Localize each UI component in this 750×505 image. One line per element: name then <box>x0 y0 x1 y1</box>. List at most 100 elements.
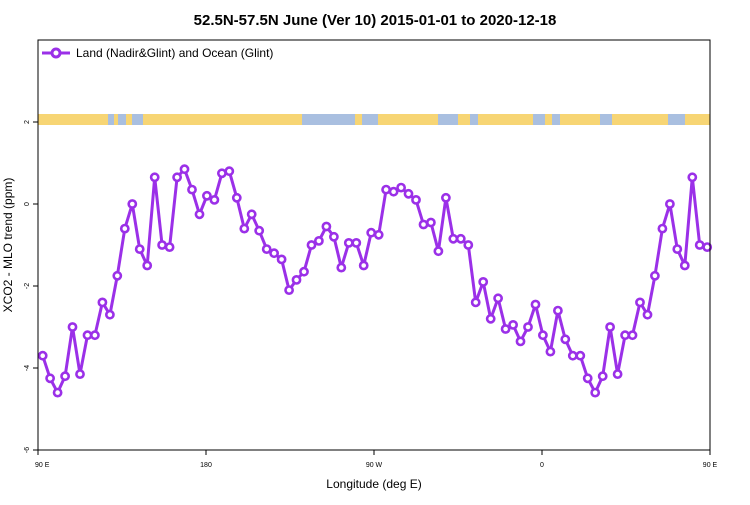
data-point <box>567 350 578 361</box>
data-point <box>209 194 220 205</box>
data-point <box>470 297 481 308</box>
x-tick-label: 90 E <box>35 462 50 469</box>
land-segment <box>545 114 552 125</box>
legend-marker-swatch <box>50 47 62 59</box>
data-point <box>545 346 556 357</box>
data-point <box>157 240 167 250</box>
data-point <box>239 223 250 234</box>
land-segment <box>458 114 470 125</box>
data-point <box>149 172 160 183</box>
y-tick-label: 0 <box>24 202 31 206</box>
data-point <box>702 242 713 252</box>
data-point <box>597 371 608 382</box>
data-point <box>119 223 130 234</box>
chart-title: 52.5N-57.5N June (Ver 10) 2015-01-01 to … <box>194 12 557 29</box>
data-point <box>37 350 48 361</box>
data-point <box>179 164 190 175</box>
data-point <box>515 336 526 347</box>
data-point <box>463 240 474 250</box>
data-point <box>45 373 55 384</box>
data-point <box>224 166 235 177</box>
data-point <box>336 262 347 273</box>
land-segment <box>143 114 302 125</box>
x-tick-label: 90 E <box>703 462 718 469</box>
data-point <box>665 199 675 209</box>
land-segment <box>114 114 118 125</box>
data-point <box>530 299 541 310</box>
data-point <box>321 221 332 232</box>
data-point <box>75 369 85 379</box>
data-point <box>97 297 108 308</box>
data-point <box>500 324 511 334</box>
data-point <box>425 217 436 228</box>
data-point <box>328 231 339 242</box>
data-point <box>418 219 429 230</box>
data-point <box>627 330 638 341</box>
land-segment <box>560 114 600 125</box>
data-point <box>612 369 623 379</box>
land-segment <box>478 114 533 125</box>
data-point <box>687 172 698 183</box>
data-point <box>642 309 653 320</box>
data-point <box>523 322 533 332</box>
x-tick-label: 180 <box>200 462 212 469</box>
data-point <box>261 244 272 254</box>
data-point <box>351 237 362 248</box>
land-segment <box>378 114 438 125</box>
data-point <box>187 184 197 195</box>
y-axis-label: XCO2 - MLO trend (ppm) <box>1 178 15 313</box>
data-point <box>605 322 615 332</box>
data-point <box>246 209 257 220</box>
data-point <box>440 192 451 203</box>
data-point <box>343 237 354 248</box>
plot-area <box>37 164 713 398</box>
x-tick-label: 90 W <box>366 462 383 469</box>
data-point <box>164 242 175 252</box>
data-point <box>269 248 279 259</box>
data-point <box>448 233 459 244</box>
data-point <box>590 387 601 398</box>
data-point <box>560 334 571 345</box>
data-point <box>366 227 377 238</box>
data-point <box>411 194 421 205</box>
legend: Land (Nadir&Glint) and Ocean (Glint) <box>42 46 273 60</box>
data-point <box>276 254 287 265</box>
data-point <box>291 274 302 285</box>
y-tick-label: -4 <box>24 365 31 371</box>
data-point <box>67 322 78 332</box>
data-point <box>306 240 317 250</box>
data-point <box>284 285 294 295</box>
land-segment <box>355 114 362 125</box>
x-axis: 90 E 180 90 W 0 90 E <box>35 450 718 469</box>
data-point <box>254 225 265 236</box>
data-point <box>299 266 309 277</box>
legend-label: Land (Nadir&Glint) and Ocean (Glint) <box>76 46 273 60</box>
data-point <box>313 235 324 246</box>
data-point <box>52 387 63 398</box>
y-axis: -6 -4 -2 0 2 <box>24 120 38 453</box>
data-point <box>112 270 123 281</box>
ocean-band <box>38 114 710 125</box>
x-axis-label: Longitude (deg E) <box>326 477 421 491</box>
data-point <box>105 309 115 320</box>
data-point <box>90 330 100 341</box>
data-point <box>478 276 489 287</box>
data-point <box>201 190 212 201</box>
data-point <box>388 186 399 197</box>
data-point <box>381 184 391 195</box>
land-segment <box>612 114 668 125</box>
data-point <box>672 244 683 254</box>
data-point <box>650 270 660 281</box>
data-point <box>538 330 548 341</box>
data-point <box>455 233 466 244</box>
data-point <box>403 188 414 199</box>
land-segment <box>126 114 132 125</box>
y-tick-label: 2 <box>24 120 31 124</box>
data-point <box>134 244 145 254</box>
data-point <box>194 209 205 220</box>
data-point <box>635 297 645 308</box>
data-point <box>142 260 153 271</box>
data-point <box>694 240 705 250</box>
data-point <box>231 192 242 203</box>
